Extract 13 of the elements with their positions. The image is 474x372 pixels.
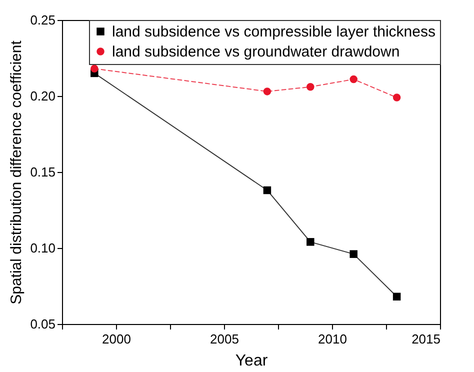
- x-axis-title: Year: [235, 352, 268, 370]
- y-tick-label: 0.20: [30, 88, 56, 104]
- y-tick-label: 0.10: [30, 240, 56, 256]
- y-tick-label: 0.25: [30, 12, 56, 28]
- y-tick-label: 0.05: [30, 316, 56, 332]
- legend-label: land subsidence vs groundwater drawdown: [112, 44, 400, 60]
- x-tick-label: 2005: [210, 332, 239, 346]
- x-tick-label: 2015: [412, 332, 440, 346]
- legend-label: land subsidence vs compressible layer thickness: [112, 24, 436, 40]
- x-tick-label: 2000: [102, 332, 131, 346]
- y-tick-label: 0.15: [30, 164, 56, 180]
- x-tick-label: 2010: [318, 332, 347, 346]
- y-axis-title: Spatial distribution difference coefficient: [8, 40, 26, 304]
